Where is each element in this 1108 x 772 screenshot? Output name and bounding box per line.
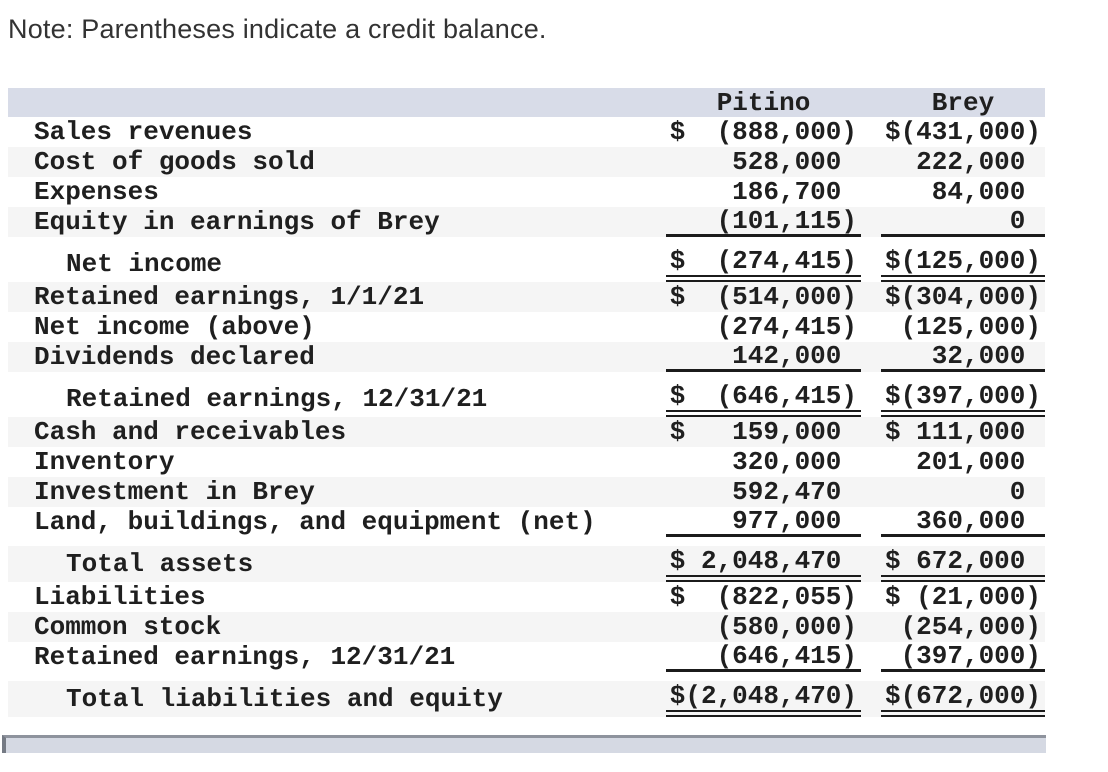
pitino-value: $ (888,000) <box>669 117 857 147</box>
brey-value: 32,000 <box>881 341 1045 372</box>
pitino-value: $ (514,000) <box>669 282 857 312</box>
header-spacer <box>8 88 666 117</box>
row-label: Inventory <box>34 447 175 477</box>
table-row: Retained earnings, 12/31/21 (646,415) (3… <box>8 641 1045 672</box>
pitino-value: 977,000 <box>666 506 861 537</box>
table-row: Cash and receivables $ 159,000 $ 111,000 <box>8 417 1045 447</box>
brey-value: 360,000 <box>881 506 1045 537</box>
brey-value: $(672,000) <box>881 681 1045 717</box>
row-label: Expenses <box>34 177 159 207</box>
row-label: Dividends declared <box>34 342 315 372</box>
table-row-retained-earnings-total: Retained earnings, 12/31/21 $ (646,415) … <box>8 381 1045 417</box>
brey-value: (254,000) <box>900 612 1041 642</box>
pitino-value: $ (274,415) <box>666 246 861 282</box>
pitino-value: $(2,048,470) <box>666 681 861 717</box>
table-row-net-income-total: Net income $ (274,415) $(125,000) <box>8 246 1045 282</box>
table-row-total-assets: Total assets $ 2,048,470 $ 672,000 <box>8 546 1045 582</box>
row-label: Retained earnings, 12/31/21 <box>34 642 456 672</box>
table-row: Dividends declared 142,000 32,000 <box>8 341 1045 372</box>
table-row: Net income (above) (274,415) (125,000) <box>8 312 1045 342</box>
table-row: Liabilities $ (822,055) $ (21,000) <box>8 582 1045 612</box>
brey-value: $(431,000) <box>884 117 1041 147</box>
financial-statements-table: Pitino Brey Sales revenues $ (888,000) $… <box>8 88 1045 717</box>
pitino-value: $ (646,415) <box>666 381 861 417</box>
row-label: Equity in earnings of Brey <box>34 207 440 237</box>
brey-value: $(125,000) <box>881 246 1045 282</box>
brey-value: 0 <box>1009 477 1041 507</box>
row-label: Liabilities <box>34 582 206 612</box>
row-label: Net income <box>66 249 223 279</box>
pitino-value: 592,470 <box>732 477 857 507</box>
table-row: Investment in Brey 592,470 0 <box>8 477 1045 507</box>
pitino-value: (101,115) <box>666 206 861 237</box>
table-row: Common stock (580,000) (254,000) <box>8 612 1045 642</box>
brey-value: $ 672,000 <box>881 546 1045 582</box>
row-label: Sales revenues <box>34 117 253 147</box>
horizontal-scrollbar[interactable] <box>2 735 1046 753</box>
row-label: Cash and receivables <box>34 417 347 447</box>
table-row: Sales revenues $ (888,000) $(431,000) <box>8 117 1045 147</box>
row-label: Investment in Brey <box>34 477 315 507</box>
brey-value: $ (21,000) <box>884 582 1041 612</box>
column-header-brey: Brey <box>931 87 995 118</box>
brey-value: $ 111,000 <box>884 417 1041 447</box>
pitino-value: $ 159,000 <box>669 417 857 447</box>
pitino-value: (580,000) <box>716 612 857 642</box>
brey-value: 0 <box>881 206 1045 237</box>
credit-balance-note: Note: Parentheses indicate a credit bala… <box>8 14 547 44</box>
pitino-value: 142,000 <box>666 341 861 372</box>
brey-value: $(397,000) <box>881 381 1045 417</box>
brey-value: (125,000) <box>900 312 1041 342</box>
pitino-value: (646,415) <box>666 641 861 672</box>
column-header-pitino: Pitino <box>716 87 811 118</box>
table-row: Retained earnings, 1/1/21 $ (514,000) $(… <box>8 282 1045 312</box>
brey-value: (397,000) <box>881 641 1045 672</box>
row-label: Net income (above) <box>34 312 315 342</box>
row-label: Total assets <box>66 549 254 579</box>
row-label: Cost of goods sold <box>34 147 315 177</box>
row-label: Retained earnings, 1/1/21 <box>34 282 425 312</box>
brey-value: 222,000 <box>916 147 1041 177</box>
row-label: Total liabilities and equity <box>66 684 503 714</box>
table-row: Inventory 320,000 201,000 <box>8 447 1045 477</box>
table-row-total-liabilities-equity: Total liabilities and equity $(2,048,470… <box>8 681 1045 717</box>
row-label: Land, buildings, and equipment (net) <box>34 507 596 537</box>
brey-value: 201,000 <box>916 447 1041 477</box>
brey-value: 84,000 <box>931 177 1041 207</box>
table-row: Equity in earnings of Brey (101,115) 0 <box>8 206 1045 237</box>
table-row: Cost of goods sold 528,000 222,000 <box>8 147 1045 177</box>
table-row: Expenses 186,700 84,000 <box>8 177 1045 207</box>
pitino-value: $ (822,055) <box>669 582 857 612</box>
pitino-value: 186,700 <box>732 177 857 207</box>
table-row: Land, buildings, and equipment (net) 977… <box>8 506 1045 537</box>
row-label: Common stock <box>34 612 222 642</box>
pitino-value: $ 2,048,470 <box>666 546 861 582</box>
pitino-value: 528,000 <box>732 147 857 177</box>
pitino-value: (274,415) <box>716 312 857 342</box>
brey-value: $(304,000) <box>884 282 1041 312</box>
table-header-row: Pitino Brey <box>8 87 1045 118</box>
pitino-value: 320,000 <box>732 447 857 477</box>
row-label: Retained earnings, 12/31/21 <box>66 384 488 414</box>
